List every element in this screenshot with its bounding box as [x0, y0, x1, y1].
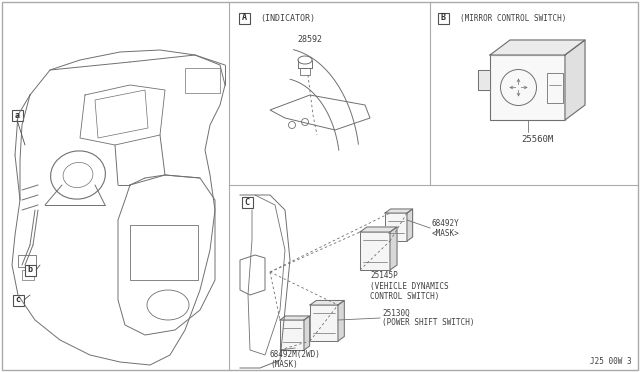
- Polygon shape: [385, 209, 413, 213]
- Text: (MASK): (MASK): [270, 360, 298, 369]
- Bar: [385, 213, 407, 241]
- Text: 68492M(2WD): 68492M(2WD): [270, 350, 321, 359]
- Bar: [490, 55, 565, 120]
- Text: a: a: [15, 110, 19, 119]
- Bar: [13, 295, 24, 305]
- Text: C: C: [244, 198, 250, 207]
- Text: (MIRROR CONTROL SWITCH): (MIRROR CONTROL SWITCH): [460, 13, 566, 22]
- Text: 28592: 28592: [298, 35, 323, 45]
- Polygon shape: [360, 227, 397, 232]
- Text: (POWER SHIFT SWITCH): (POWER SHIFT SWITCH): [382, 318, 474, 327]
- Bar: [130, 225, 198, 280]
- Bar: [438, 13, 449, 23]
- Bar: [18, 255, 36, 267]
- Bar: [239, 13, 250, 23]
- Bar: [547, 73, 563, 103]
- Bar: [280, 320, 304, 350]
- Polygon shape: [478, 70, 490, 90]
- Text: 25560M: 25560M: [522, 135, 554, 144]
- Polygon shape: [490, 40, 585, 55]
- Polygon shape: [407, 209, 413, 241]
- Text: A: A: [241, 13, 246, 22]
- Bar: [22, 270, 34, 280]
- Text: 25130Q: 25130Q: [382, 308, 410, 317]
- Text: B: B: [440, 13, 445, 22]
- Text: 68492Y: 68492Y: [432, 218, 460, 228]
- Polygon shape: [390, 227, 397, 270]
- Bar: [242, 198, 253, 208]
- Text: J25 00W 3: J25 00W 3: [590, 357, 632, 366]
- Polygon shape: [280, 316, 310, 320]
- Bar: [185, 68, 220, 93]
- Text: (VEHICLE DYNAMICS: (VEHICLE DYNAMICS: [370, 282, 449, 291]
- Polygon shape: [304, 316, 310, 350]
- Text: CONTROL SWITCH): CONTROL SWITCH): [370, 292, 440, 301]
- Text: c: c: [15, 295, 20, 305]
- Polygon shape: [565, 40, 585, 120]
- Text: 25145P: 25145P: [370, 272, 397, 280]
- Text: (INDICATOR): (INDICATOR): [260, 13, 315, 22]
- Bar: [300, 68, 310, 75]
- Bar: [310, 305, 338, 341]
- Bar: [24, 264, 35, 276]
- Polygon shape: [310, 301, 344, 305]
- Text: <MASK>: <MASK>: [432, 228, 460, 237]
- Text: b: b: [28, 266, 33, 275]
- Bar: [12, 109, 22, 121]
- Bar: [360, 232, 390, 270]
- Polygon shape: [338, 301, 344, 341]
